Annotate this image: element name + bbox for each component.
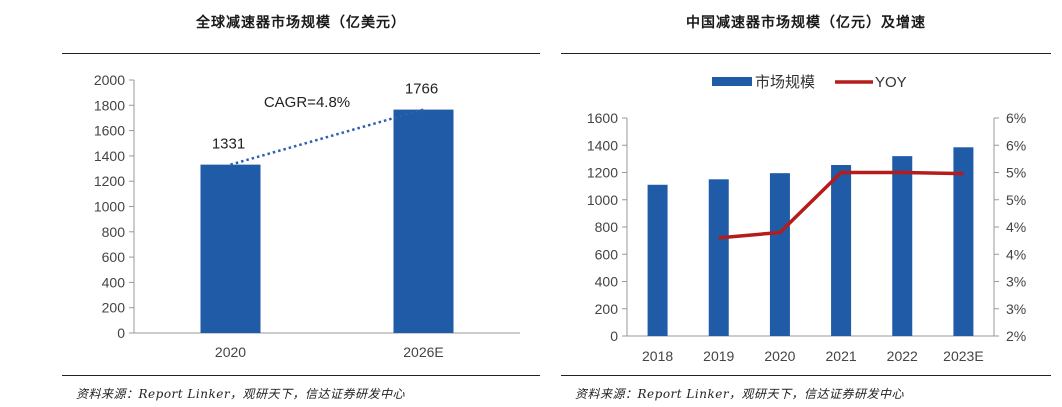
- right-y-tick-label: 3%: [1006, 301, 1026, 317]
- y-tick-label: 2000: [94, 72, 125, 88]
- y-tick-label: 600: [102, 249, 126, 265]
- legend-swatch-bar: [712, 77, 752, 86]
- x-tick-label: 2022: [887, 348, 918, 364]
- bar: [892, 156, 913, 336]
- y-tick-label: 800: [102, 224, 126, 240]
- y-tick-label: 400: [102, 274, 126, 290]
- y-tick-label: 200: [102, 300, 126, 316]
- right-y-tick-label: 5%: [1006, 192, 1026, 208]
- bar: [831, 165, 852, 336]
- x-tick-label: 2026E: [403, 344, 443, 360]
- x-tick-label: 2018: [642, 348, 673, 364]
- top-divider: [561, 53, 1051, 54]
- global-bar-chart: 0 200 400 600 800 1000 1200 1400 1600 1800 2000 202…: [94, 72, 520, 360]
- left-y-tick-label: 600: [595, 246, 619, 262]
- left-y-tick-label: 1400: [587, 137, 618, 153]
- left-y-tick-label: 200: [595, 301, 619, 317]
- x-tick-label: 2020: [215, 344, 246, 360]
- bar: [953, 147, 974, 336]
- left-y-tick-label: 1000: [587, 192, 618, 208]
- bottom-divider: [62, 375, 540, 376]
- bar: [769, 173, 790, 336]
- bar: [200, 164, 261, 333]
- yoy-line: [718, 170, 964, 240]
- chart-title: 中国减速器市场规模（亿元）及增速: [686, 15, 926, 31]
- data-label: 1331: [212, 136, 245, 153]
- left-y-tick-label: 400: [595, 274, 619, 290]
- left-y-tick-label: 800: [595, 219, 619, 235]
- y-tick-label: 1000: [94, 199, 125, 215]
- x-tick-label: 2019: [703, 348, 734, 364]
- legend-label-yoy: YOY: [875, 74, 907, 91]
- china-combo-chart: 0 200 400 600 800 1000 1200 1400 1600 2% 3% 3% 4% 4% 5…: [587, 74, 1026, 364]
- bottom-divider: [561, 375, 1051, 376]
- y-tick-label: 1200: [94, 173, 125, 189]
- bar: [393, 109, 454, 333]
- right-y-tick-label: 4%: [1006, 246, 1026, 262]
- y-tick-label: 1800: [94, 97, 125, 113]
- cagr-annotation: CAGR=4.8%: [264, 94, 350, 111]
- chart-title: 全球减速器市场规模（亿美元）: [196, 15, 406, 31]
- right-y-tick-label: 3%: [1006, 274, 1026, 290]
- top-divider: [62, 53, 540, 54]
- y-tick-label: 1400: [94, 148, 125, 164]
- right-y-tick-label: 6%: [1006, 137, 1026, 153]
- left-y-tick-label: 1600: [587, 110, 618, 126]
- bar: [647, 184, 668, 336]
- china-reducer-chart-panel: 中国减速器市场规模（亿元）及增速 0 200 400 600 800 1000 1200 14…: [561, 0, 1051, 407]
- right-y-tick-label: 4%: [1006, 219, 1026, 235]
- right-y-tick-label: 5%: [1006, 165, 1026, 181]
- left-y-tick-label: 1200: [587, 165, 618, 181]
- x-tick-label: 2021: [826, 348, 857, 364]
- cagr-trend-line: [230, 108, 424, 166]
- y-tick-label: 0: [117, 325, 125, 341]
- global-reducer-chart-panel: 全球减速器市场规模（亿美元） 0 200 400 600 800 1000 1200 1400…: [62, 0, 540, 407]
- data-label: 1766: [405, 81, 438, 98]
- right-y-tick-label: 6%: [1006, 110, 1026, 126]
- y-tick-label: 1600: [94, 123, 125, 139]
- source-note: 资料来源：Report Linker，观研天下，信达证券研发中心: [575, 387, 905, 401]
- right-y-tick-label: 2%: [1006, 328, 1026, 344]
- legend-label-market: 市场规模: [755, 74, 815, 91]
- source-note: 资料来源：Report Linker，观研天下，信达证券研发中心: [76, 387, 406, 401]
- x-tick-label: 2023E: [943, 348, 983, 364]
- left-y-tick-label: 0: [610, 328, 618, 344]
- bar: [708, 179, 729, 336]
- x-tick-label: 2020: [764, 348, 795, 364]
